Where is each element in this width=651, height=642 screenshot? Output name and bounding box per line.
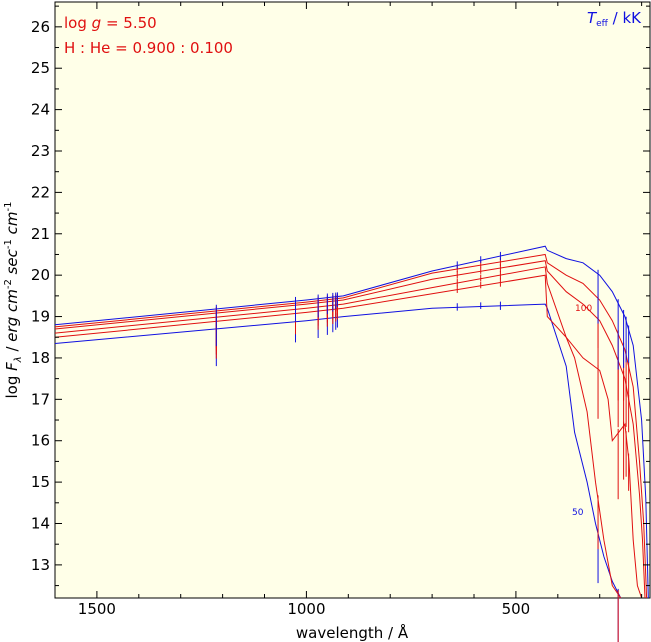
- y-tick-label: 18: [31, 349, 50, 367]
- y-tick-label: 16: [31, 432, 50, 450]
- x-tick-label: 1500: [78, 600, 116, 618]
- y-tick-label: 21: [31, 225, 50, 243]
- y-tick-label: 24: [31, 101, 50, 119]
- curve-label-low: 50: [572, 508, 584, 518]
- y-tick-label: 15: [31, 473, 50, 491]
- curve-label-high: 100: [575, 304, 592, 314]
- y-tick-label: 20: [31, 266, 50, 284]
- y-tick-label: 22: [31, 183, 50, 201]
- x-tick-label: 1000: [287, 600, 325, 618]
- absorption-lines: [215, 251, 630, 642]
- x-axis-label: wavelength / Å: [296, 623, 409, 642]
- y-tick-label: 23: [31, 142, 50, 160]
- y-tick-label: 26: [31, 18, 50, 36]
- y-tick-label: 25: [31, 59, 50, 77]
- plot-area: [54, 1, 651, 599]
- x-tick-label: 500: [502, 600, 531, 618]
- spectrum-series-4: [54, 260, 646, 599]
- y-axis-ticks: 13 14 15 16 17 18 19 20 21 22 23 24 25 26: [31, 5, 650, 587]
- spectrum-series-3: [54, 266, 643, 599]
- x-axis-ticks: 1500 1000 500: [54, 2, 643, 618]
- spectrum-curves: [54, 245, 649, 599]
- y-axis-label: log Fλ / erg cm-2 sec-1 cm-1: [3, 202, 24, 399]
- spectrum-series-1: [54, 303, 622, 599]
- composition-annotation: H : He = 0.900 : 0.100: [64, 39, 233, 57]
- logg-annotation: log g = 5.50: [64, 14, 157, 32]
- spectrum-series-5: [54, 253, 648, 599]
- y-tick-label: 14: [31, 515, 50, 533]
- y-tick-label: 19: [31, 308, 50, 326]
- y-tick-label: 17: [31, 390, 50, 408]
- y-tick-label: 13: [31, 556, 50, 574]
- svg-text:log Fλ / erg cm-2 sec-1 cm-1: log Fλ / erg cm-2 sec-1 cm-1: [3, 202, 24, 399]
- teff-annotation: Teff / kK: [587, 9, 642, 29]
- spectrum-series-6: [54, 245, 649, 599]
